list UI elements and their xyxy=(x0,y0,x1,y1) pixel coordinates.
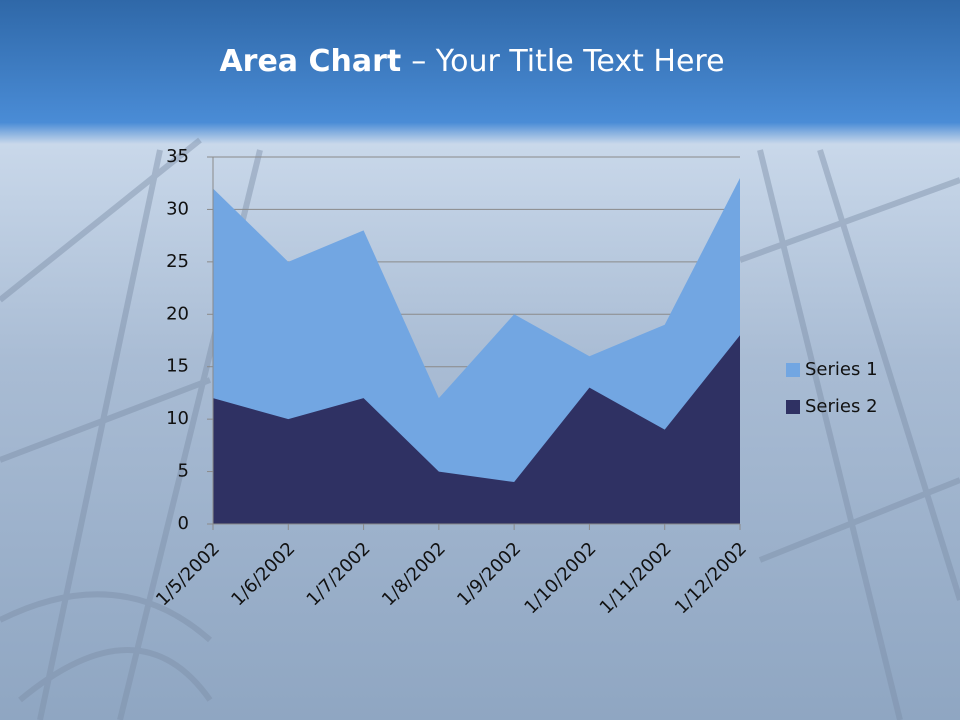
y-tick-label: 5 xyxy=(178,461,189,482)
slide-title: Area Chart – Your Title Text Here xyxy=(219,44,724,79)
background-structure xyxy=(0,137,960,720)
area xyxy=(213,335,740,524)
legend-swatch xyxy=(786,400,800,414)
y-tick-label: 25 xyxy=(166,251,189,272)
y-tick-label: 10 xyxy=(166,408,189,429)
title-bold: Area Chart xyxy=(219,44,401,79)
y-tick-label: 20 xyxy=(166,303,189,324)
legend-label: Series 2 xyxy=(805,396,878,417)
legend-label: Series 1 xyxy=(805,359,878,380)
y-tick-label: 15 xyxy=(166,356,189,377)
y-tick-label: 35 xyxy=(166,146,189,167)
y-tick-label: 30 xyxy=(166,198,189,219)
y-tick-label: 0 xyxy=(178,513,189,534)
legend-swatch xyxy=(786,363,800,377)
title-rest: – Your Title Text Here xyxy=(411,44,724,79)
